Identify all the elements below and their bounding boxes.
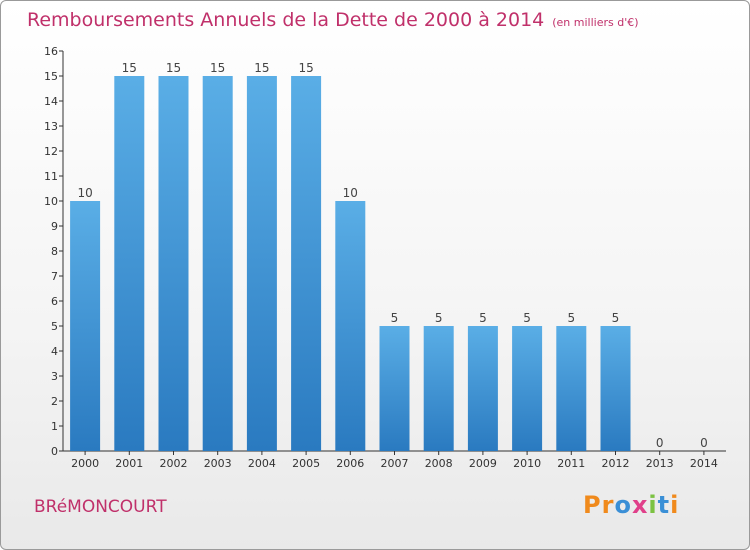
bar-value-label: 15 bbox=[122, 61, 137, 75]
y-tick-label: 7 bbox=[51, 270, 58, 283]
bar bbox=[114, 76, 145, 451]
x-tick-label: 2007 bbox=[381, 457, 409, 470]
x-tick-label: 2002 bbox=[160, 457, 188, 470]
bar-value-label: 5 bbox=[567, 311, 575, 325]
bar bbox=[291, 76, 322, 451]
bar bbox=[423, 326, 454, 451]
logo-letter: i bbox=[648, 491, 658, 519]
x-tick-label: 2004 bbox=[248, 457, 276, 470]
x-tick-label: 2010 bbox=[513, 457, 541, 470]
bar bbox=[600, 326, 631, 451]
logo-letter: r bbox=[601, 491, 615, 519]
x-tick-label: 2003 bbox=[204, 457, 232, 470]
bar bbox=[556, 326, 587, 451]
x-tick-label: 2008 bbox=[425, 457, 453, 470]
bar-value-label: 10 bbox=[77, 186, 92, 200]
y-tick-label: 1 bbox=[51, 420, 58, 433]
bar-value-label: 5 bbox=[523, 311, 531, 325]
y-tick-label: 14 bbox=[44, 95, 58, 108]
y-tick-label: 8 bbox=[51, 245, 58, 258]
bar-value-label: 5 bbox=[391, 311, 399, 325]
x-tick-label: 2009 bbox=[469, 457, 497, 470]
bar-value-label: 0 bbox=[656, 436, 664, 450]
y-tick-label: 13 bbox=[44, 120, 58, 133]
y-tick-label: 4 bbox=[51, 345, 58, 358]
logo-letter: i bbox=[670, 491, 680, 519]
bar-value-label: 15 bbox=[210, 61, 225, 75]
bar-value-label: 0 bbox=[700, 436, 708, 450]
unit-note: (en milliers d'€) bbox=[552, 16, 639, 29]
x-tick-label: 2013 bbox=[646, 457, 674, 470]
logo-letter: x bbox=[631, 491, 649, 519]
y-tick-label: 0 bbox=[51, 445, 58, 458]
x-tick-label: 2001 bbox=[115, 457, 143, 470]
y-tick-label: 11 bbox=[44, 170, 58, 183]
y-tick-label: 15 bbox=[44, 70, 58, 83]
y-tick-label: 9 bbox=[51, 220, 58, 233]
y-tick-label: 12 bbox=[44, 145, 58, 158]
x-tick-label: 2014 bbox=[690, 457, 718, 470]
bar-value-label: 5 bbox=[479, 311, 487, 325]
chart-title: Remboursements Annuels de la Dette de 20… bbox=[27, 9, 639, 31]
x-tick-label: 2000 bbox=[71, 457, 99, 470]
bar-value-label: 5 bbox=[435, 311, 443, 325]
x-tick-label: 2005 bbox=[292, 457, 320, 470]
bar bbox=[512, 326, 543, 451]
y-tick-label: 6 bbox=[51, 295, 58, 308]
bar-value-label: 15 bbox=[298, 61, 313, 75]
commune-name: BRéMONCOURT bbox=[34, 497, 167, 517]
bar bbox=[379, 326, 410, 451]
bar-value-label: 15 bbox=[254, 61, 269, 75]
bar bbox=[202, 76, 233, 451]
x-tick-label: 2011 bbox=[557, 457, 585, 470]
y-tick-label: 3 bbox=[51, 370, 58, 383]
bar-value-label: 10 bbox=[343, 186, 358, 200]
x-tick-label: 2006 bbox=[336, 457, 364, 470]
chart-title-text: Remboursements Annuels de la Dette de 20… bbox=[27, 9, 545, 31]
y-tick-label: 16 bbox=[44, 45, 58, 58]
bar-value-label: 15 bbox=[166, 61, 181, 75]
y-tick-label: 5 bbox=[51, 320, 58, 333]
bar bbox=[335, 201, 366, 451]
bar bbox=[158, 76, 189, 451]
logo-letter: o bbox=[614, 491, 632, 519]
proxiti-logo: Proxiti bbox=[583, 491, 679, 519]
bar bbox=[70, 201, 101, 451]
bar bbox=[246, 76, 277, 451]
bar bbox=[467, 326, 498, 451]
logo-letter: t bbox=[657, 491, 671, 519]
bar-value-label: 5 bbox=[612, 311, 620, 325]
y-tick-label: 10 bbox=[44, 195, 58, 208]
logo-letter: P bbox=[583, 491, 602, 519]
y-tick-label: 2 bbox=[51, 395, 58, 408]
x-tick-label: 2012 bbox=[602, 457, 630, 470]
